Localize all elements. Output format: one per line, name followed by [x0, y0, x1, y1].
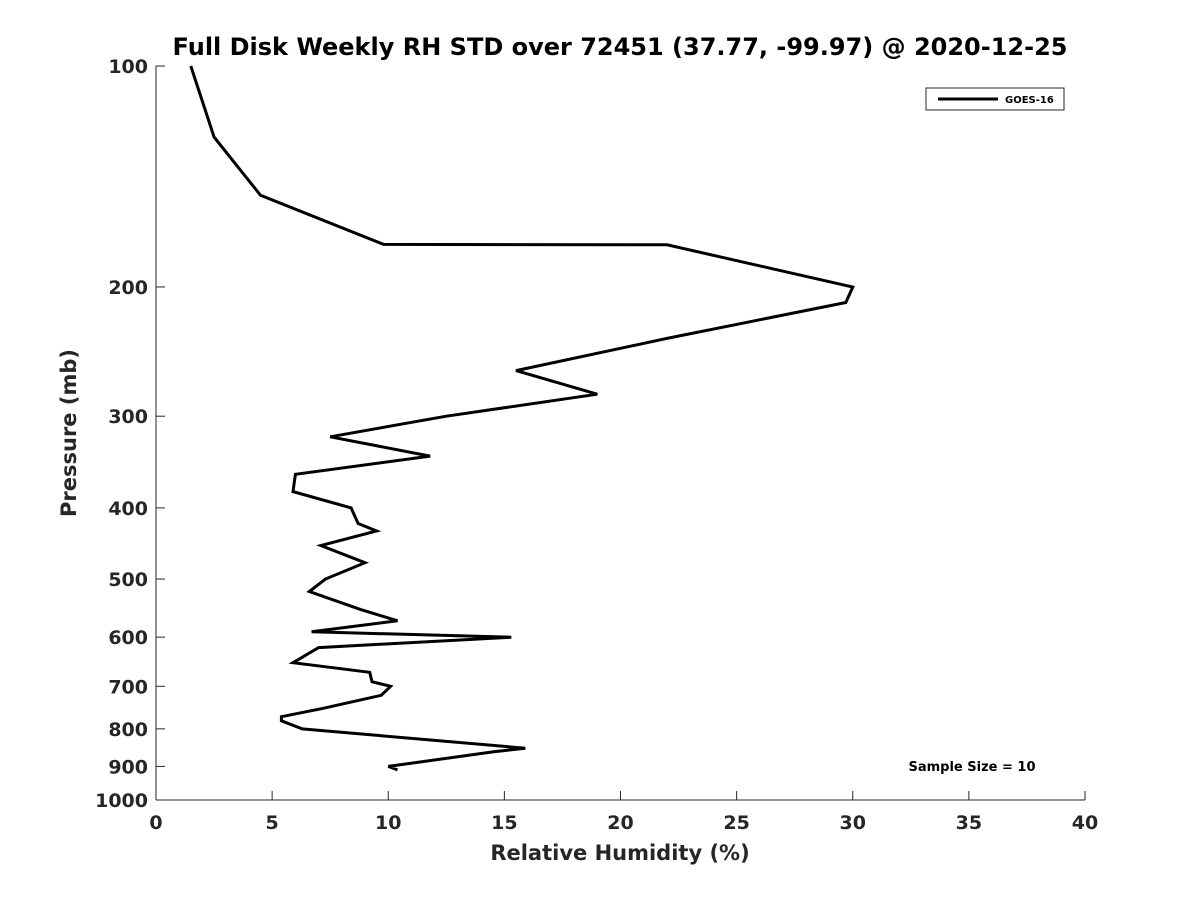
x-tick-label: 15	[491, 812, 517, 834]
x-tick-label: 35	[956, 812, 982, 834]
y-tick-label: 400	[108, 498, 148, 520]
x-tick-label: 40	[1072, 812, 1098, 834]
legend-label-goes-16: GOES-16	[1005, 95, 1054, 106]
y-tick-label: 1000	[95, 790, 148, 812]
y-ticks: 100 200 300 400 500 600 700 800 900 1000	[95, 56, 165, 812]
y-axis-label: Pressure (mb)	[57, 349, 81, 517]
series-line-goes-16	[189, 65, 855, 772]
series-layer	[189, 65, 855, 772]
x-tick-label: 0	[149, 812, 162, 834]
y-tick-label: 500	[108, 569, 148, 591]
y-tick-label: 100	[108, 56, 148, 78]
y-tick-label: 900	[108, 756, 148, 778]
chart-title: Full Disk Weekly RH STD over 72451 (37.7…	[173, 33, 1068, 61]
x-tick-label: 5	[266, 812, 279, 834]
x-tick-label: 20	[607, 812, 633, 834]
y-tick-label: 300	[108, 406, 148, 428]
y-tick-label: 600	[108, 627, 148, 649]
sample-size-annotation: Sample Size = 10	[908, 760, 1035, 775]
x-ticks: 0 5 10 15 20 25 30 35 40	[149, 791, 1098, 834]
y-tick-label: 700	[108, 676, 148, 698]
y-tick-label: 800	[108, 719, 148, 741]
x-tick-label: 10	[375, 812, 401, 834]
x-tick-label: 25	[723, 812, 749, 834]
legend: GOES-16	[925, 87, 1065, 111]
x-axis-label: Relative Humidity (%)	[490, 841, 749, 865]
x-tick-label: 30	[840, 812, 866, 834]
y-tick-label: 200	[108, 277, 148, 299]
